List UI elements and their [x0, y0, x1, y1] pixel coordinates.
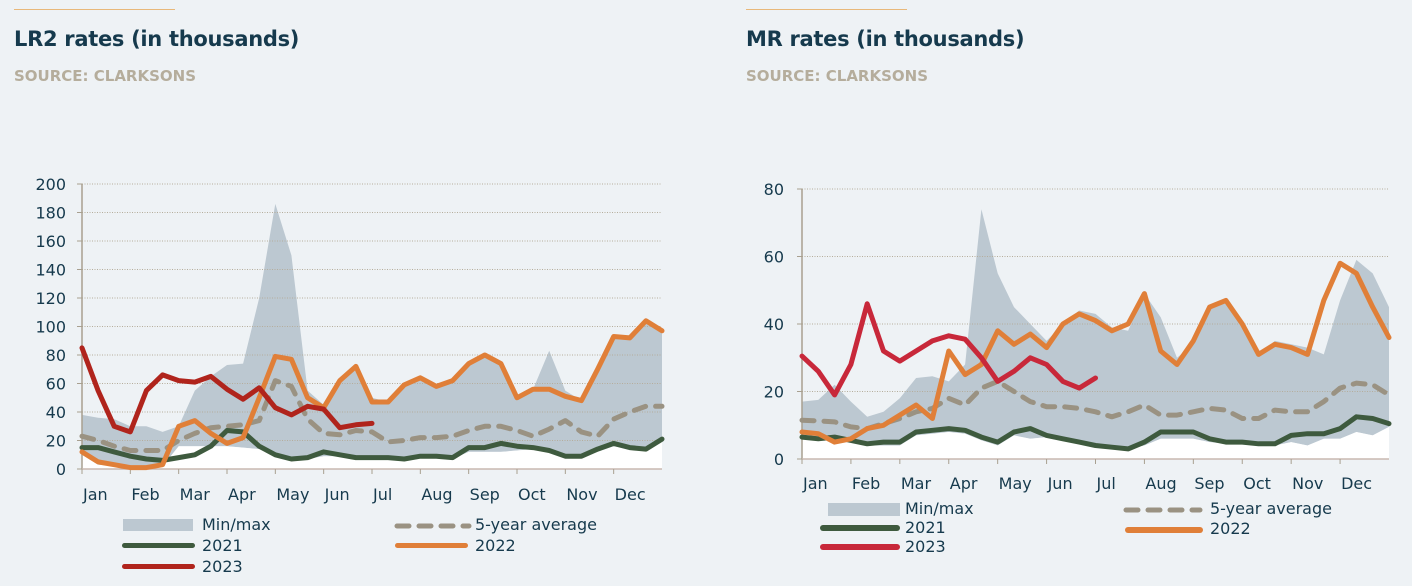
x-tick-label: Apr: [950, 474, 978, 493]
series-line-2021: [799, 414, 1392, 452]
x-tick-label: Jul: [372, 485, 392, 504]
legend-swatch-2021-mr: [820, 525, 900, 531]
x-tick-label: May: [276, 485, 309, 504]
x-tick-label: Jul: [1096, 474, 1116, 493]
legend-label-2023-lr2: 2023: [202, 557, 243, 576]
x-tick-label: Aug: [1145, 474, 1176, 493]
legend-label-avg5-mr: 5-year average: [1210, 499, 1332, 518]
y-tick-label: 180: [35, 204, 66, 223]
y-tick-label: 140: [35, 261, 66, 280]
y-tick-label: 40: [46, 403, 66, 422]
accent-line-left: [14, 9, 175, 10]
legend-label-2023-mr: 2023: [905, 537, 946, 556]
legend-swatch-minmax-lr2: [123, 519, 193, 531]
chart-lr2: 0 20 40 60 80 100 120 140 160 180 200 Jan Feb Mar Apr M…: [35, 175, 665, 504]
y-tick-label: 200: [35, 175, 66, 194]
y-tick-label: 80: [764, 180, 784, 199]
y-tick-label: 20: [764, 383, 784, 402]
series-line-2023: [799, 301, 1098, 398]
x-tick-label: Apr: [228, 485, 256, 504]
legend-swatch-2023-lr2: [122, 564, 195, 569]
series-line-2022: [799, 260, 1392, 445]
series-line-5-year-average: [79, 378, 665, 453]
x-tick-label: Feb: [852, 474, 880, 493]
y-tick-label: 20: [46, 432, 66, 451]
legend-swatch-2021-lr2: [122, 543, 195, 548]
x-tick-label: Oct: [1243, 474, 1271, 493]
x-tick-label: May: [999, 474, 1032, 493]
x-tick-label: Nov: [566, 485, 597, 504]
y-tick-label: 100: [35, 318, 66, 337]
legend-label-2022-mr: 2022: [1210, 519, 1251, 538]
y-tick-label: 0: [774, 450, 784, 469]
legend-label-2022-lr2: 2022: [475, 536, 516, 555]
x-tick-label: Mar: [901, 474, 932, 493]
x-tick-label: Jan: [82, 485, 108, 504]
x-tick-label: Dec: [615, 485, 646, 504]
x-tick-label: Aug: [421, 485, 452, 504]
x-tick-label: Sep: [1194, 474, 1224, 493]
legend-swatch-minmax-mr: [828, 503, 900, 516]
legend-swatch-2023-mr: [820, 544, 900, 550]
legend-label-2021-mr: 2021: [905, 518, 946, 537]
chart-mr: 0 20 40 60 80 Jan Feb Mar Apr May Jun Jul Aug Sep Oct N…: [764, 180, 1392, 493]
legend-label-minmax-mr: Min/max: [905, 499, 974, 518]
y-tick-label: 60: [46, 375, 66, 394]
below-min-area: [802, 426, 1389, 459]
legend-label-minmax-lr2: Min/max: [202, 515, 271, 534]
x-tick-label: Dec: [1341, 474, 1372, 493]
x-tick-label: Feb: [131, 485, 159, 504]
minmax-band: [82, 203, 662, 469]
x-tick-label: Jun: [1047, 474, 1073, 493]
series-line-2021: [79, 428, 665, 463]
x-tick-label: Oct: [518, 485, 546, 504]
chart-title-mr: MR rates (in thousands): [746, 27, 1025, 51]
chart-title-lr2: LR2 rates (in thousands): [14, 27, 300, 51]
y-tick-label: 40: [764, 315, 784, 334]
y-tick-label: 80: [46, 346, 66, 365]
minmax-band: [802, 209, 1389, 449]
x-tick-label: Jan: [802, 474, 828, 493]
legend-swatch-2022-lr2: [395, 543, 468, 548]
chart-source-lr2: SOURCE: CLARKSONS: [14, 67, 197, 85]
series-line-2023: [79, 345, 375, 435]
x-tick-label: Sep: [470, 485, 500, 504]
legend-label-2021-lr2: 2021: [202, 536, 243, 555]
series-line-5-year-average: [799, 378, 1392, 432]
x-tick-label: Nov: [1292, 474, 1323, 493]
y-tick-label: 160: [35, 232, 66, 251]
accent-line-right: [746, 9, 907, 10]
x-tick-label: Mar: [180, 485, 211, 504]
below-min-area: [82, 440, 662, 469]
chart-source-mr: SOURCE: CLARKSONS: [746, 67, 929, 85]
series-line-2022: [79, 318, 665, 471]
legend-swatch-2022-mr: [1125, 527, 1203, 533]
y-tick-label: 0: [56, 460, 66, 479]
x-tick-label: Jun: [324, 485, 350, 504]
legend-swatch-avg5-lr2: [394, 523, 472, 529]
y-tick-label: 60: [764, 248, 784, 267]
legend-swatch-avg5-mr: [1123, 507, 1203, 513]
legend-label-avg5-lr2: 5-year average: [475, 515, 597, 534]
y-tick-label: 120: [35, 289, 66, 308]
